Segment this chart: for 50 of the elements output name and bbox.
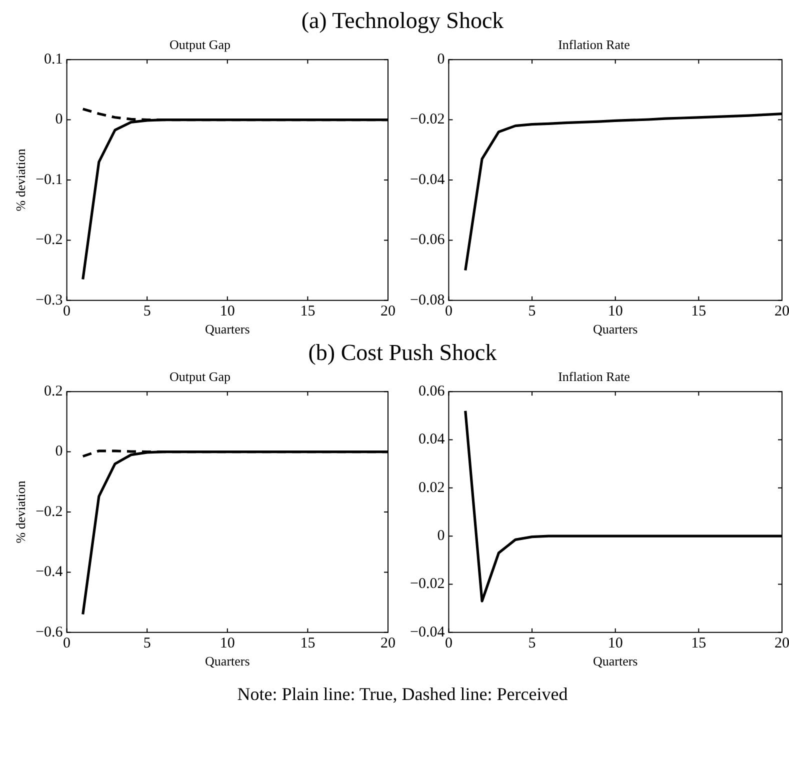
y-tick-label: −0.4 xyxy=(36,564,64,580)
x-tick-label: 15 xyxy=(300,303,316,320)
x-axis-title: Quarters xyxy=(205,322,250,337)
y-axis-title: % deviation xyxy=(13,148,28,212)
y-tick-label: 0.04 xyxy=(418,432,446,448)
x-tick-label: 20 xyxy=(380,635,396,652)
x-tick-label: 10 xyxy=(608,303,623,320)
x-tick-label: 20 xyxy=(774,635,789,652)
text: Note: Plain line: True, Dashed line: Perceived xyxy=(236,684,569,705)
chart-title: Output Gap xyxy=(169,369,231,384)
x-axis-title: Quarters xyxy=(205,654,250,669)
y-tick-label: −0.04 xyxy=(410,172,446,188)
x-tick-label: 15 xyxy=(691,635,706,652)
x-tick-label: 10 xyxy=(220,303,235,320)
chart-title: Output Gap xyxy=(169,37,231,52)
x-tick-label: 5 xyxy=(528,635,536,652)
x-tick-label: 20 xyxy=(380,303,396,320)
x-tick-label: 15 xyxy=(300,635,316,652)
x-tick-label: 20 xyxy=(774,303,789,320)
x-axis-title: Quarters xyxy=(592,654,638,669)
y-tick-label: −0.6 xyxy=(36,624,64,640)
x-tick-label: 10 xyxy=(220,635,235,652)
y-tick-label: 0 xyxy=(437,52,445,68)
y-tick-label: 0.06 xyxy=(418,384,446,400)
y-tick-label: 0.02 xyxy=(418,480,445,496)
x-tick-label: 5 xyxy=(528,303,536,320)
y-tick-label: 0.1 xyxy=(44,52,63,68)
text: (a) Technology Shock xyxy=(300,8,505,34)
y-tick-label: −0.02 xyxy=(410,112,445,128)
x-tick-label: 10 xyxy=(608,635,623,652)
y-tick-label: −0.06 xyxy=(410,232,446,248)
chart-title: Inflation Rate xyxy=(558,369,630,384)
x-tick-label: 15 xyxy=(691,303,706,320)
y-tick-label: 0 xyxy=(55,112,63,128)
y-tick-label: −0.04 xyxy=(410,624,446,640)
x-tick-label: 5 xyxy=(143,303,151,320)
y-tick-label: −0.2 xyxy=(36,232,63,248)
y-tick-label: −0.3 xyxy=(36,292,63,308)
y-tick-label: −0.08 xyxy=(410,292,445,308)
chart-title: Inflation Rate xyxy=(558,37,630,52)
y-tick-label: 0 xyxy=(437,528,445,544)
y-tick-label: 0 xyxy=(55,444,63,460)
x-axis-title: Quarters xyxy=(592,322,638,337)
text: (b) Cost Push Shock xyxy=(307,340,498,366)
y-tick-label: −0.1 xyxy=(36,172,63,188)
y-tick-label: 0.2 xyxy=(44,384,63,400)
y-axis-title: % deviation xyxy=(13,480,28,544)
y-tick-label: −0.2 xyxy=(36,504,63,520)
x-tick-label: 5 xyxy=(143,635,151,652)
y-tick-label: −0.02 xyxy=(410,576,445,592)
